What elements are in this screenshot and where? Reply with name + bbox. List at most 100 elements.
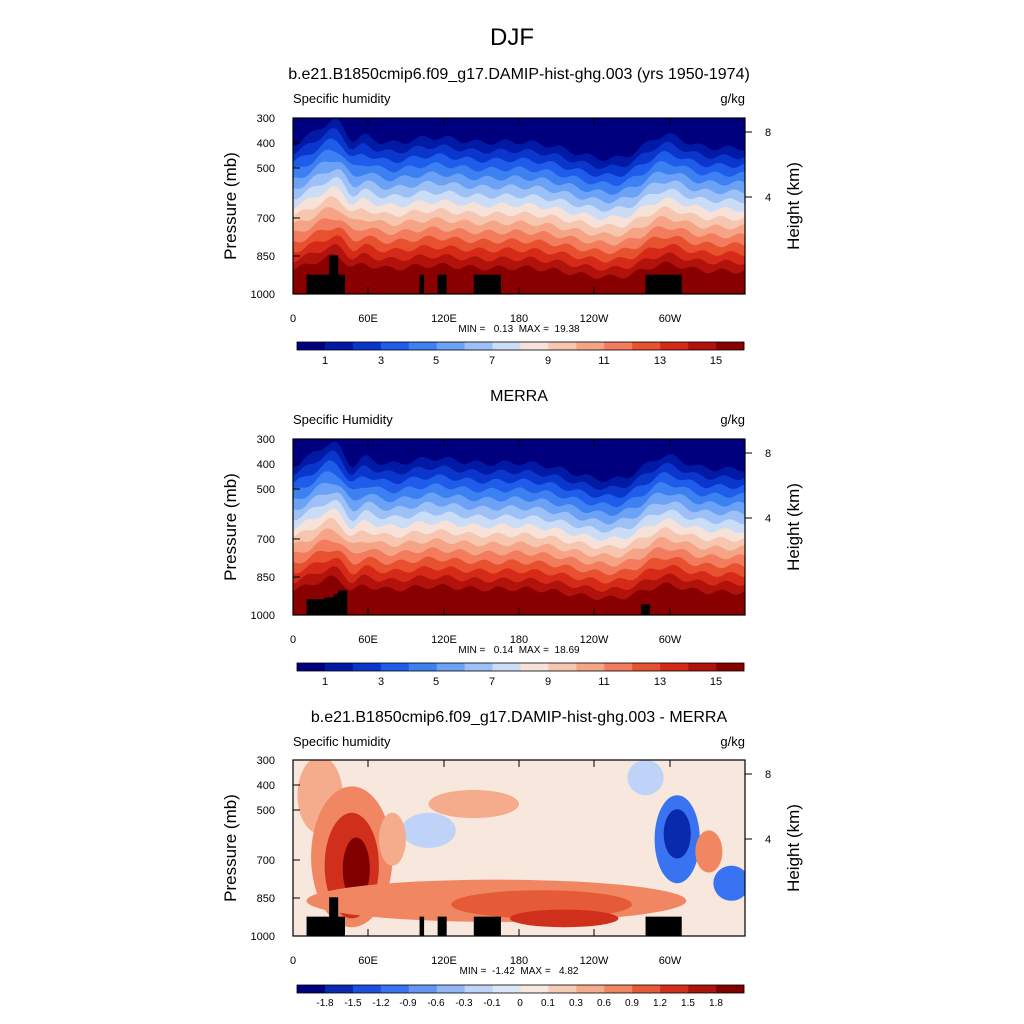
colorbar-label: 0: [517, 998, 523, 1009]
y-tick-label: 300: [257, 755, 275, 767]
colorbar-swatch: [520, 663, 549, 671]
colorbar-label: 9: [545, 676, 551, 688]
colorbar-swatch: [464, 342, 493, 350]
colorbar-swatch: [604, 663, 633, 671]
colorbar-labels: -1.8 -1.5 -1.2 -0.9 -0.6 -0.3 -0.1 0 0.1…: [316, 998, 723, 1009]
min-max-stats: MIN = -1.42 MAX = 4.82: [460, 966, 579, 977]
height-tick-label: 8: [765, 448, 771, 460]
colorbar-swatch: [324, 663, 354, 671]
colorbar-swatch: [716, 663, 745, 671]
colorbar-label: 5: [433, 355, 439, 367]
y-tick-label: 500: [257, 484, 275, 496]
panel-obs: MERRA Specific Humidity g/kg Pressure (m…: [221, 388, 803, 688]
colorbar-swatch: [464, 663, 493, 671]
height-tick-label: 8: [765, 769, 771, 781]
x-tick-label: 60W: [659, 955, 682, 967]
y-tick-label: 850: [257, 893, 275, 905]
units-label: g/kg: [720, 91, 745, 106]
terrain-block: [306, 916, 345, 936]
colorbar-swatch: [632, 663, 661, 671]
terrain-block: [473, 916, 501, 936]
colorbar-label: 1.8: [709, 998, 723, 1009]
y-axis: 300 400 500 700 850 1000: [251, 755, 275, 943]
x-tick-label: 60W: [659, 634, 682, 646]
colorbar-swatch: [492, 985, 521, 993]
terrain-mask: [306, 590, 651, 615]
x-tick-label: 180: [510, 313, 528, 325]
colorbar-swatch: [464, 985, 493, 993]
y-axis: 300 400 500 700 850 1000: [251, 434, 275, 622]
terrain-mask: [306, 897, 682, 936]
colorbar-swatch: [576, 663, 605, 671]
x-tick-label: 120W: [580, 313, 609, 325]
colorbar-label: 5: [433, 676, 439, 688]
colorbar-label: 7: [489, 355, 495, 367]
y-tick-label: 1000: [251, 610, 275, 622]
colorbar-swatch: [632, 985, 661, 993]
terrain-block: [329, 897, 339, 936]
terrain-block: [473, 274, 501, 294]
colorbar-swatch: [408, 985, 437, 993]
min-max-stats: MIN = 0.14 MAX = 18.69: [458, 645, 580, 656]
colorbar-swatch: [660, 663, 689, 671]
x-tick-label: 60E: [358, 634, 378, 646]
colorbar-swatch: [604, 985, 633, 993]
colorbar-swatch: [324, 985, 354, 993]
min-max-stats: MIN = 0.13 MAX = 19.38: [458, 324, 580, 335]
tick-marks: [292, 438, 752, 616]
colorbar-swatch: [436, 663, 465, 671]
colorbar: [296, 341, 745, 351]
colorbar-swatch: [576, 985, 605, 993]
terrain-mask: [306, 255, 682, 294]
contour-band: [293, 253, 745, 294]
panel-title: b.e21.B1850cmip6.f09_g17.DAMIP-hist-ghg.…: [288, 66, 750, 83]
y-axis: 300 400 500 700 850 1000: [251, 113, 275, 301]
units-label: g/kg: [720, 412, 745, 427]
colorbar-swatch: [380, 342, 410, 350]
colorbar-swatch: [492, 663, 521, 671]
colorbar-labels: 1 3 5 7 9 11 13 15: [322, 355, 722, 367]
terrain-block: [338, 590, 348, 615]
colorbar-label: 13: [654, 676, 666, 688]
colorbar-label: -0.9: [399, 998, 417, 1009]
y-tick-label: 1000: [251, 289, 275, 301]
colorbar-label: 15: [710, 355, 722, 367]
contour-band: [713, 865, 745, 901]
y-tick-label: 850: [257, 572, 275, 584]
y-axis-right: 8 4: [765, 769, 771, 846]
colorbar-swatch: [660, 342, 689, 350]
height-tick-label: 8: [765, 127, 771, 139]
terrain-block: [645, 274, 682, 294]
colorbar-label: -1.2: [372, 998, 390, 1009]
x-tick-label: 60W: [659, 313, 682, 325]
x-axis: 0 60E 120E 180 120W 60W: [290, 313, 682, 325]
contour-field: [293, 760, 745, 936]
panel-title: b.e21.B1850cmip6.f09_g17.DAMIP-hist-ghg.…: [311, 709, 728, 726]
terrain-block: [306, 599, 330, 615]
colorbar-frame: [296, 341, 745, 351]
x-tick-label: 60E: [358, 955, 378, 967]
height-tick-label: 4: [765, 834, 771, 846]
colorbar-swatch: [352, 985, 382, 993]
terrain-block: [641, 604, 651, 615]
x-tick-label: 180: [510, 955, 528, 967]
colorbar-swatch: [520, 342, 549, 350]
y-axis-label: Pressure (mb): [221, 152, 240, 260]
colorbar-label: 1.5: [681, 998, 695, 1009]
x-tick-label: 180: [510, 634, 528, 646]
terrain-block: [437, 274, 447, 294]
contour-band: [627, 760, 664, 796]
colorbar-swatch: [436, 342, 465, 350]
y-axis-right-label: Height (km): [784, 804, 803, 892]
y-tick-label: 700: [257, 855, 275, 867]
variable-label: Specific humidity: [293, 91, 391, 106]
colorbar-label: 1: [322, 676, 328, 688]
colorbar-label: 3: [378, 355, 384, 367]
contour-field: [293, 439, 745, 615]
colorbar-label: 0.9: [625, 998, 639, 1009]
colorbar-label: 11: [598, 355, 609, 367]
colorbar-swatch: [324, 342, 354, 350]
terrain-block: [419, 274, 425, 294]
contour-band: [378, 812, 406, 866]
